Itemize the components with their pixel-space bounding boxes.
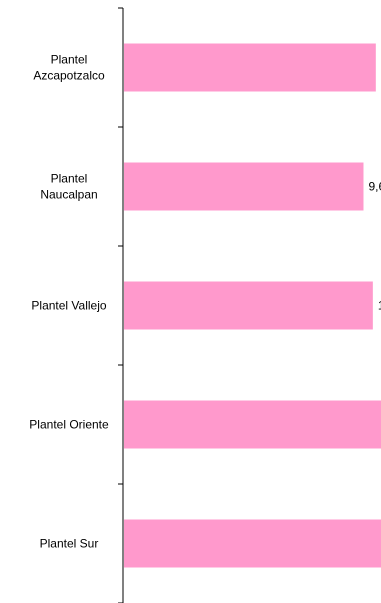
bar (124, 43, 376, 92)
bars-layer (124, 43, 381, 568)
bar (124, 519, 381, 568)
category-label-line: Plantel Sur (40, 537, 99, 551)
category-label: Plantel Naucalpan (40, 172, 97, 202)
bar (124, 281, 373, 330)
category-label: Plantel Vallejo (31, 299, 106, 313)
value-label: 10,029 (378, 299, 381, 313)
value-label: 9,652 (368, 180, 381, 194)
axis-layer (118, 7, 124, 603)
labels-layer: 10,149PlantelAzcapotzalco9,652PlantelNau… (29, 53, 381, 551)
category-label-line: Plantel Oriente (29, 418, 109, 432)
category-label: Plantel Azcapotzalco (33, 53, 105, 83)
category-label-line: Plantel Vallejo (31, 299, 106, 313)
category-label-line: Naucalpan (40, 188, 97, 202)
category-label-line: Plantel (51, 53, 88, 67)
category-label-line: Plantel (51, 172, 88, 186)
category-label: Plantel Sur (40, 537, 99, 551)
category-label-line: Azcapotzalco (33, 69, 105, 83)
bar (124, 162, 364, 211)
category-label: Plantel Oriente (29, 418, 109, 432)
bar (124, 400, 381, 449)
